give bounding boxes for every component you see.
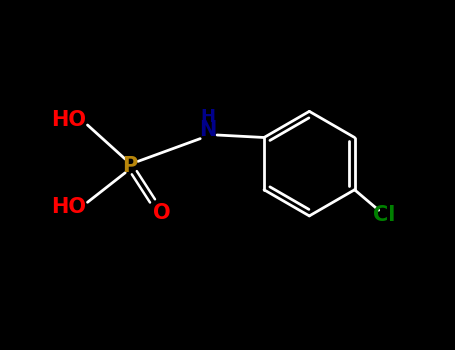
Text: HO: HO [51,197,86,217]
Text: Cl: Cl [373,205,395,225]
Text: HO: HO [51,111,86,131]
Text: H: H [201,108,216,126]
Text: N: N [199,120,217,140]
Text: O: O [153,203,171,223]
Text: P: P [122,156,137,176]
